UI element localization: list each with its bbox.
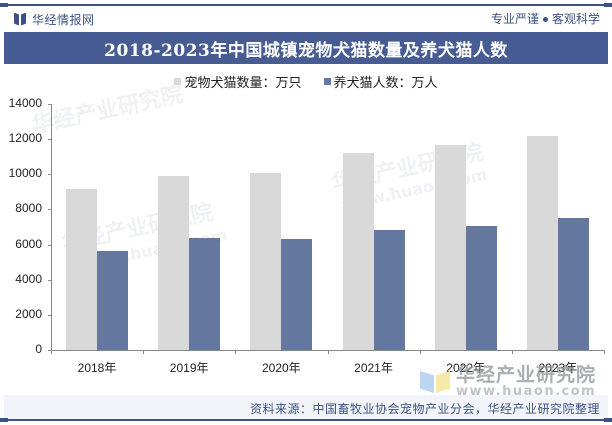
y-tick-label: 4000 <box>15 271 42 286</box>
watermark-brand-text: 华经产业研究院 www.huaon.com <box>456 364 597 399</box>
brand: 华经情报网 <box>14 9 95 29</box>
footer-band <box>4 395 608 419</box>
chart-title: 2018-2023年中国城镇宠物犬猫数量及养犬猫人数 <box>104 40 508 61</box>
watermark-brand-url: www.huaon.com <box>456 384 597 399</box>
y-tick-label: 12000 <box>8 131 42 146</box>
slogan-right: 客观科学 <box>551 12 600 26</box>
y-tick-label: 8000 <box>15 201 42 216</box>
chart-legend: 宠物犬猫数量：万只 养犬猫人数：万人 <box>0 71 612 91</box>
bullet-dot-icon <box>542 16 548 22</box>
legend-item-pets: 宠物犬猫数量：万只 <box>174 71 302 91</box>
y-tick <box>48 104 52 105</box>
x-tick-label: 2022年 <box>446 361 485 375</box>
watermark-brand: 华经产业研究院 www.huaon.com <box>420 364 597 399</box>
x-tick <box>51 350 52 354</box>
x-tick <box>419 350 421 354</box>
y-tick-label: 0 <box>35 342 42 356</box>
y-tick <box>48 314 52 316</box>
title-bar: 2018-2023年中国城镇宠物犬猫数量及养犬猫人数 <box>4 32 608 64</box>
y-tick <box>48 209 52 211</box>
bottom-border-line <box>0 418 612 422</box>
brand-name: 华经情报网 <box>32 12 95 27</box>
bar-owners <box>189 238 221 350</box>
data-source: 资料来源：中国畜牧业协会宠物产业分会，华经产业研究院整理 <box>249 402 600 416</box>
top-border-line <box>0 3 612 7</box>
x-tick-label: 2021年 <box>354 361 393 375</box>
legend-item-owners: 养犬猫人数：万人 <box>323 71 438 91</box>
slogan-left: 专业严谨 <box>490 12 539 26</box>
bar-owners <box>465 226 497 350</box>
y-tick-label: 10000 <box>8 166 42 181</box>
y-tick <box>48 244 52 246</box>
legend-label-owners: 养犬猫人数：万人 <box>333 75 438 91</box>
x-tick <box>235 350 237 354</box>
bar-pets <box>250 172 282 350</box>
y-tick <box>48 139 52 141</box>
x-tick-label: 2023年 <box>538 361 578 375</box>
x-tick-label: 2018年 <box>77 361 117 375</box>
y-tick <box>48 350 52 351</box>
y-tick-label: 14000 <box>8 96 42 110</box>
legend-swatch-owners <box>323 77 331 85</box>
legend-swatch-pets <box>174 77 182 85</box>
legend-label-pets: 宠物犬猫数量：万只 <box>184 75 302 91</box>
bar-pets <box>434 145 466 350</box>
x-tick <box>143 350 145 354</box>
y-tick <box>48 174 52 176</box>
x-tick <box>604 350 605 354</box>
bar-owners <box>281 239 313 350</box>
x-tick-label: 2019年 <box>169 361 209 375</box>
x-tick <box>327 350 329 354</box>
y-tick-label: 2000 <box>15 306 42 321</box>
slogan: 专业严谨 客观科学 <box>491 9 600 29</box>
y-axis <box>51 104 52 350</box>
huaon-logo-icon <box>420 369 450 395</box>
y-tick <box>48 279 52 281</box>
x-tick-label: 2020年 <box>261 361 301 375</box>
x-tick <box>511 350 513 354</box>
bar-pets <box>342 152 374 350</box>
watermark-brand-cn: 华经产业研究院 <box>456 364 597 386</box>
bar-owners <box>97 250 129 350</box>
y-tick-label: 6000 <box>15 236 42 251</box>
bar-owners <box>373 229 405 350</box>
bar-owners <box>557 218 589 350</box>
bar-pets <box>526 136 558 350</box>
bar-pets <box>66 189 98 350</box>
bar-pets <box>158 175 190 350</box>
